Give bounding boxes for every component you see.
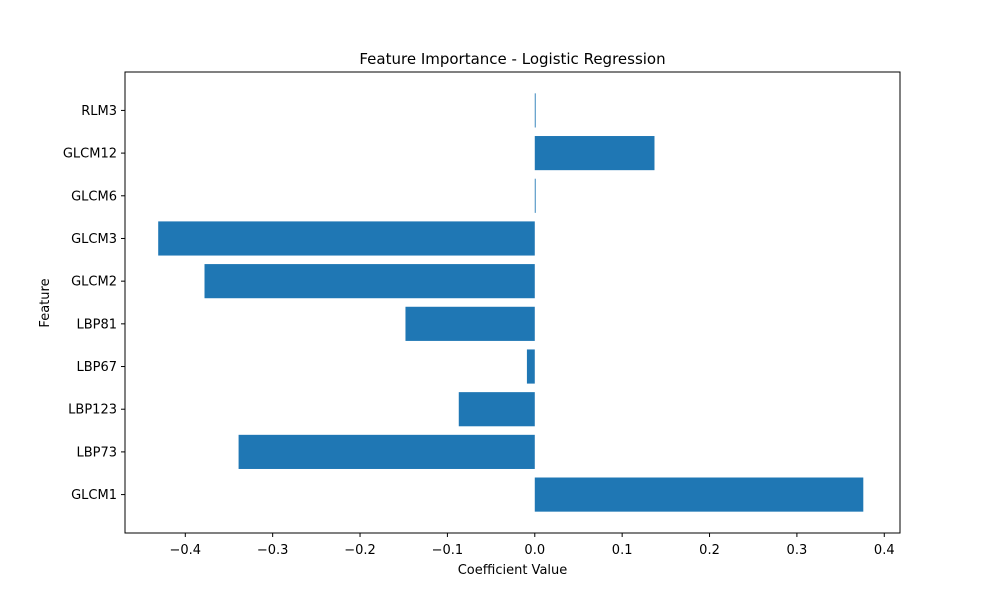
y-tick-label: GLCM1	[71, 488, 117, 503]
bars-layer	[158, 93, 864, 512]
bar-rlm3	[534, 93, 536, 128]
x-tick-label: 0.4	[874, 543, 895, 558]
x-tick-label: −0.2	[344, 543, 376, 558]
plot-frame	[124, 71, 901, 534]
bar-glcm12	[534, 136, 655, 171]
bar-lbp67	[526, 349, 535, 384]
y-tick-label: RLM3	[81, 104, 117, 119]
x-axis-ticks: −0.4 −0.3 −0.2 −0.1 0.0 0.1 0.2 0.3 0.4	[169, 533, 895, 558]
x-tick-label: −0.3	[257, 543, 289, 558]
bar-lbp73	[238, 434, 535, 469]
x-tick-label: −0.4	[169, 543, 201, 558]
chart-title: Feature Importance - Logistic Regression	[359, 50, 665, 68]
x-tick-label: 0.1	[612, 543, 633, 558]
y-axis-label: Feature	[38, 278, 53, 327]
y-tick-label: LBP81	[76, 317, 117, 332]
y-tick-label: LBP123	[68, 403, 117, 418]
y-tick-label: GLCM3	[71, 232, 117, 247]
y-tick-label: LBP67	[76, 360, 117, 375]
bar-lbp81	[405, 306, 535, 341]
bar-glcm1	[534, 477, 864, 512]
x-tick-label: 0.2	[699, 543, 720, 558]
x-tick-label: 0.3	[787, 543, 808, 558]
x-tick-label: −0.1	[432, 543, 464, 558]
x-tick-label: 0.0	[524, 543, 545, 558]
bar-glcm6	[534, 178, 536, 213]
bar-lbp123	[458, 392, 535, 427]
y-tick-label: GLCM12	[63, 147, 117, 162]
bar-glcm3	[158, 221, 535, 256]
y-tick-label: GLCM2	[71, 275, 117, 290]
y-axis-ticks: GLCM1 LBP73 LBP123 LBP67 LBP81 GLCM2 GLCM3 GLCM…	[63, 104, 125, 503]
y-tick-label: LBP73	[76, 445, 117, 460]
x-axis-label: Coefficient Value	[458, 563, 568, 578]
bar-glcm2	[204, 264, 535, 299]
y-tick-label: GLCM6	[71, 189, 117, 204]
